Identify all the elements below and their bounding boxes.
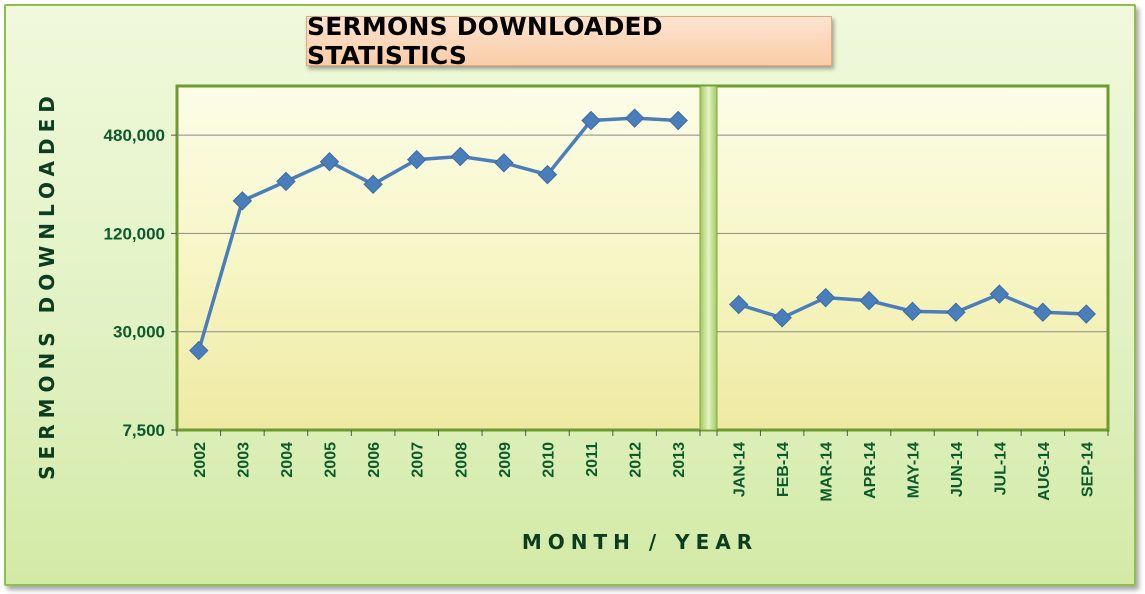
- x-tick-label: AUG-14: [1036, 442, 1053, 501]
- panel-separator: [699, 85, 718, 431]
- data-point-marker: [407, 149, 427, 170]
- data-point-marker: [363, 174, 383, 194]
- x-tick-label: JUL-14: [992, 442, 1009, 495]
- data-point-marker: [772, 308, 792, 328]
- x-axis-label: MONTH / YEAR: [522, 530, 758, 554]
- x-tick-label: JUN-14: [949, 442, 966, 497]
- data-point-marker: [1076, 304, 1096, 324]
- x-tick-label: JAN-14: [732, 442, 749, 497]
- x-tick-label: 2012: [628, 442, 645, 478]
- data-point-marker: [189, 340, 209, 361]
- data-point-marker: [581, 110, 601, 131]
- x-tick-label: SEP-14: [1079, 442, 1096, 497]
- y-axis-label: SERMONS DOWNLOADED: [35, 90, 59, 480]
- x-tick-label: 2005: [323, 442, 340, 478]
- x-tick-label: MAY-14: [906, 442, 923, 498]
- x-tick-label: APR-14: [862, 442, 879, 499]
- y-tick-label: 480,000: [104, 126, 165, 145]
- data-point-marker: [1033, 302, 1053, 322]
- x-tick-label: 2007: [410, 442, 427, 478]
- x-tick-label: FEB-14: [775, 442, 792, 497]
- data-point-marker: [902, 301, 923, 322]
- x-tick-label: 2010: [540, 442, 557, 478]
- data-point-marker: [815, 287, 836, 308]
- plot-area: [175, 84, 1110, 432]
- data-point-marker: [319, 152, 340, 172]
- y-tick-label: 30,000: [113, 323, 165, 342]
- data-point-marker: [624, 108, 645, 128]
- y-tick-label: 7,500: [122, 421, 165, 440]
- data-point-marker: [232, 191, 253, 211]
- x-tick-label: 2013: [671, 442, 688, 478]
- data-point-marker: [494, 153, 514, 173]
- x-tick-label: 2004: [279, 442, 296, 478]
- data-point-marker: [276, 171, 296, 192]
- data-point-marker: [729, 294, 749, 315]
- x-tick-label: 2002: [192, 442, 209, 478]
- x-tick-label: 2011: [584, 442, 601, 477]
- x-tick-label: 2008: [453, 442, 470, 478]
- x-tick-label: 2006: [366, 442, 383, 478]
- chart-title-box: SERMONS DOWNLOADED STATISTICS: [306, 12, 832, 70]
- data-point-marker: [859, 290, 879, 311]
- x-tick-label: 2003: [235, 442, 252, 478]
- data-point-marker: [668, 110, 688, 131]
- data-point-marker: [537, 164, 558, 185]
- chart-title: SERMONS DOWNLOADED STATISTICS: [307, 12, 663, 70]
- data-point-marker: [450, 146, 470, 167]
- data-point-marker: [989, 284, 1010, 304]
- x-tick-label: 2009: [497, 442, 514, 478]
- y-tick-label: 120,000: [104, 224, 165, 243]
- data-point-marker: [946, 302, 966, 322]
- x-tick-label: MAR-14: [819, 442, 836, 502]
